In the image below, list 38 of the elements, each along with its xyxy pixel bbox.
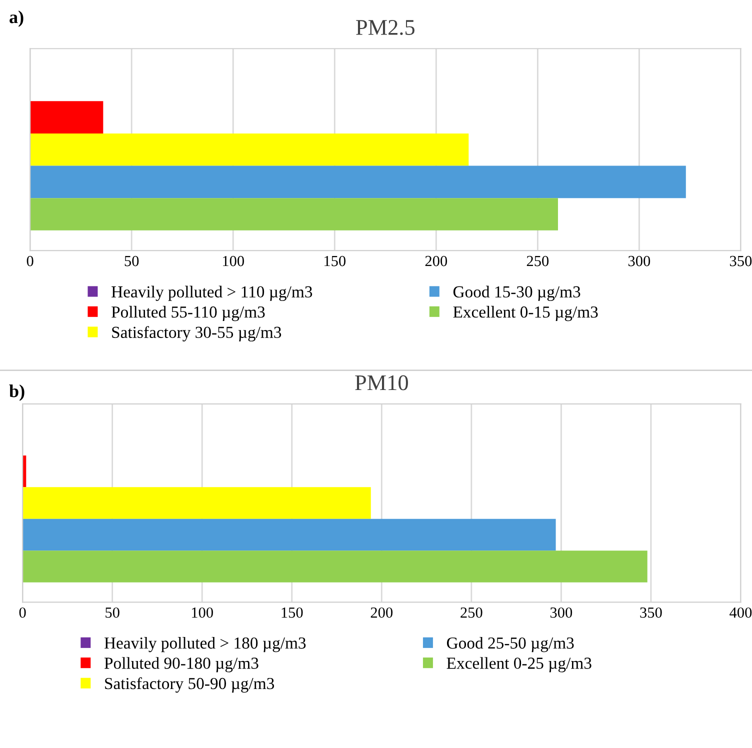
- x-tick-label: 50: [124, 256, 139, 266]
- bar: [22, 550, 648, 582]
- x-tick-label: 0: [19, 607, 26, 618]
- bar: [30, 166, 686, 198]
- x-tick-label: 200: [425, 256, 448, 266]
- bar: [30, 198, 558, 230]
- chart-title: PM10: [355, 375, 408, 390]
- x-tick-label: 100: [223, 256, 244, 266]
- legend-label: Heavily polluted > 180 µg/m3: [104, 636, 306, 652]
- x-tick-label: 100: [192, 607, 213, 618]
- legend-label: Satisfactory 30-55 µg/m3: [112, 326, 282, 342]
- legend-label: Polluted 55-110 µg/m3: [112, 306, 265, 322]
- legend-label: Polluted 90-180 µg/m3: [104, 657, 258, 672]
- x-tick-label: 300: [550, 607, 572, 618]
- x-tick-label: 400: [730, 607, 752, 618]
- x-tick-label: 50: [106, 607, 120, 618]
- bar: [30, 101, 104, 134]
- x-tick-label: 0: [26, 256, 34, 266]
- legend-label: Excellent 0-25 µg/m3: [446, 657, 592, 672]
- bar: [22, 518, 556, 551]
- legend-label: Excellent 0-15 µg/m3: [453, 306, 598, 322]
- x-tick-label: 250: [526, 256, 549, 266]
- chart-title: PM2.5: [356, 20, 414, 36]
- x-tick-label: 300: [628, 256, 650, 266]
- x-tick-label: 350: [640, 607, 662, 618]
- x-tick-label: 350: [730, 256, 752, 266]
- bar: [22, 487, 371, 519]
- x-tick-label: 150: [324, 256, 346, 266]
- text: a): [10, 10, 24, 27]
- x-tick-label: 250: [460, 607, 482, 618]
- legend-label: Satisfactory 50-90 µg/m3: [105, 677, 274, 693]
- legend-label: Heavily polluted > 110 µg/m3: [112, 286, 312, 301]
- text: b): [9, 384, 24, 401]
- x-tick-label: 200: [370, 607, 393, 618]
- legend-label: Good 25-50 µg/m3: [446, 636, 574, 652]
- legend-label: Good 15-30 µg/m3: [453, 286, 580, 301]
- x-tick-label: 150: [282, 607, 303, 618]
- bar: [30, 133, 469, 166]
